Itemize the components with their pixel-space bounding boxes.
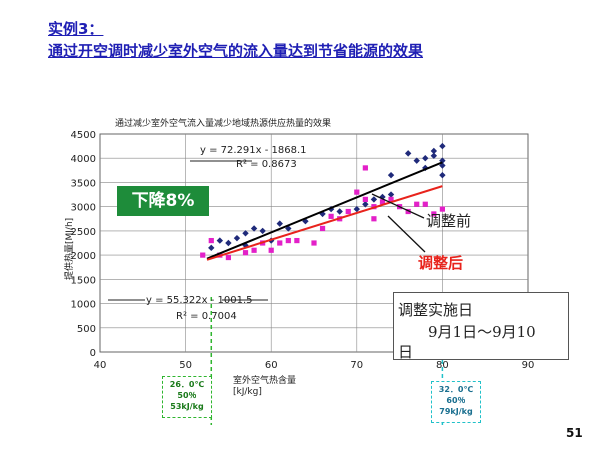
data-point-before [208,244,215,252]
x-axis-label: 室外空气热含量 [kJ/kg] [233,376,296,398]
slide-title-line2: 通过开空调时减少室外空气的流入量达到节省能源的效果 [48,42,424,60]
data-point-after [371,216,377,222]
trendlines [206,161,443,261]
x-tick-label: 50 [179,360,192,371]
impl-line3: 日 [398,343,414,361]
after-pointer [387,215,426,253]
x-tick-label: 60 [265,360,278,371]
data-point-after [311,240,317,246]
cond-left-humidity: 50％ [177,391,197,400]
chart-title: 通过减少室外空气流入量减少地域热源供应热量的效果 [115,117,331,129]
after-label: 调整后 [418,254,464,272]
y-tick-label: 1000 [71,300,96,311]
data-point-before [370,196,378,203]
data-point-before [439,142,446,150]
y-tick-label: 4000 [71,154,96,165]
data-point-after [251,247,257,253]
data-point-before [430,152,438,159]
data-point-before [387,171,395,179]
y-tick-label: 2000 [71,251,96,262]
data-point-after [362,165,368,171]
cond-right-humidity: 60％ [446,396,466,405]
cond-right-temp: 32．0℃ [438,385,474,394]
data-point-after [439,206,445,212]
x-axis-label-line1: 室外空气热含量 [233,376,297,386]
slide-title-line1: 实例3： [48,20,104,38]
data-point-after [328,213,334,219]
data-point-after [354,189,360,195]
data-point-after [285,237,291,244]
data-point-before [225,239,232,247]
data-point-before [250,225,258,232]
eq2-r2: R² = 0.7004 [176,311,237,322]
data-point-after [294,237,300,244]
data-point-before [336,208,343,215]
data-point-after [345,208,351,215]
page-number: 51 [566,426,583,440]
data-point-after [319,225,326,232]
x-tick-label: 70 [350,360,363,371]
x-tick-label: 90 [522,360,535,371]
data-point-before [242,230,249,237]
data-point-before [216,237,224,244]
eq1-r2: R² = 0.8673 [236,159,297,170]
data-point-before [353,205,360,213]
eq2-text: y = 55.322x - 1001.5 [146,295,253,306]
data-point-after [431,211,437,217]
data-point-before [404,150,412,157]
condition-box-left: 26．0℃ 50％ 53kJ/kg [162,376,212,418]
data-point-before [387,191,395,198]
impl-line2: 9月1日～9月10 [428,323,536,341]
data-point-after [362,196,368,202]
trendline [206,185,443,261]
data-point-after [277,240,283,246]
data-point-before [233,234,241,242]
data-point-before [276,220,283,227]
data-point-after [268,247,274,253]
y-tick-label: 0 [90,348,96,359]
tick-labels: 0 500 1000 1500 2000 2500 3000 3500 4000 4500 40 50… [71,130,535,371]
y-tick-label: 2500 [71,227,96,238]
x-tick-label: 40 [94,360,107,371]
y-axis-label: 提供热量[MJ/h] [63,218,75,280]
y-tick-label: 1500 [71,275,96,286]
cond-left-temp: 26．0℃ [169,380,205,389]
data-point-after [225,254,231,261]
implementation-box: 调整实施日 9月1日～9月10 日 [393,292,569,361]
data-point-after [422,201,428,207]
x-tick-label: 80 [436,360,449,371]
y-tick-label: 3000 [71,203,96,214]
y-tick-label: 4500 [71,130,96,141]
data-point-after [208,237,214,244]
data-point-after [242,250,249,256]
decrease-badge: 下降8% [117,186,209,216]
data-point-before [259,227,266,235]
data-point-before [422,155,429,162]
condition-box-right: 32．0℃ 60％ 79kJ/kg [431,381,481,423]
before-label: 调整前 [426,212,472,230]
data-point-after [388,196,394,202]
trendline [206,161,443,260]
data-point-before [413,157,420,164]
before-pointer [371,193,425,219]
data-point-after [200,252,206,258]
data-point-before [362,201,369,208]
data-point-after [379,199,386,205]
eq1-text: y = 72.291x - 1868.1 [200,145,307,156]
cond-left-enthalpy: 53kJ/kg [170,402,204,411]
cond-right-enthalpy: 79kJ/kg [439,407,473,416]
impl-line1: 调整实施日 [398,301,474,319]
y-tick-label: 3500 [71,178,96,189]
data-point-before [430,147,438,155]
data-point-before [439,171,446,179]
data-point-after [405,208,411,215]
x-axis-label-line2: [kJ/kg] [233,387,262,397]
y-tick-label: 500 [77,324,96,335]
data-point-after [414,201,420,207]
